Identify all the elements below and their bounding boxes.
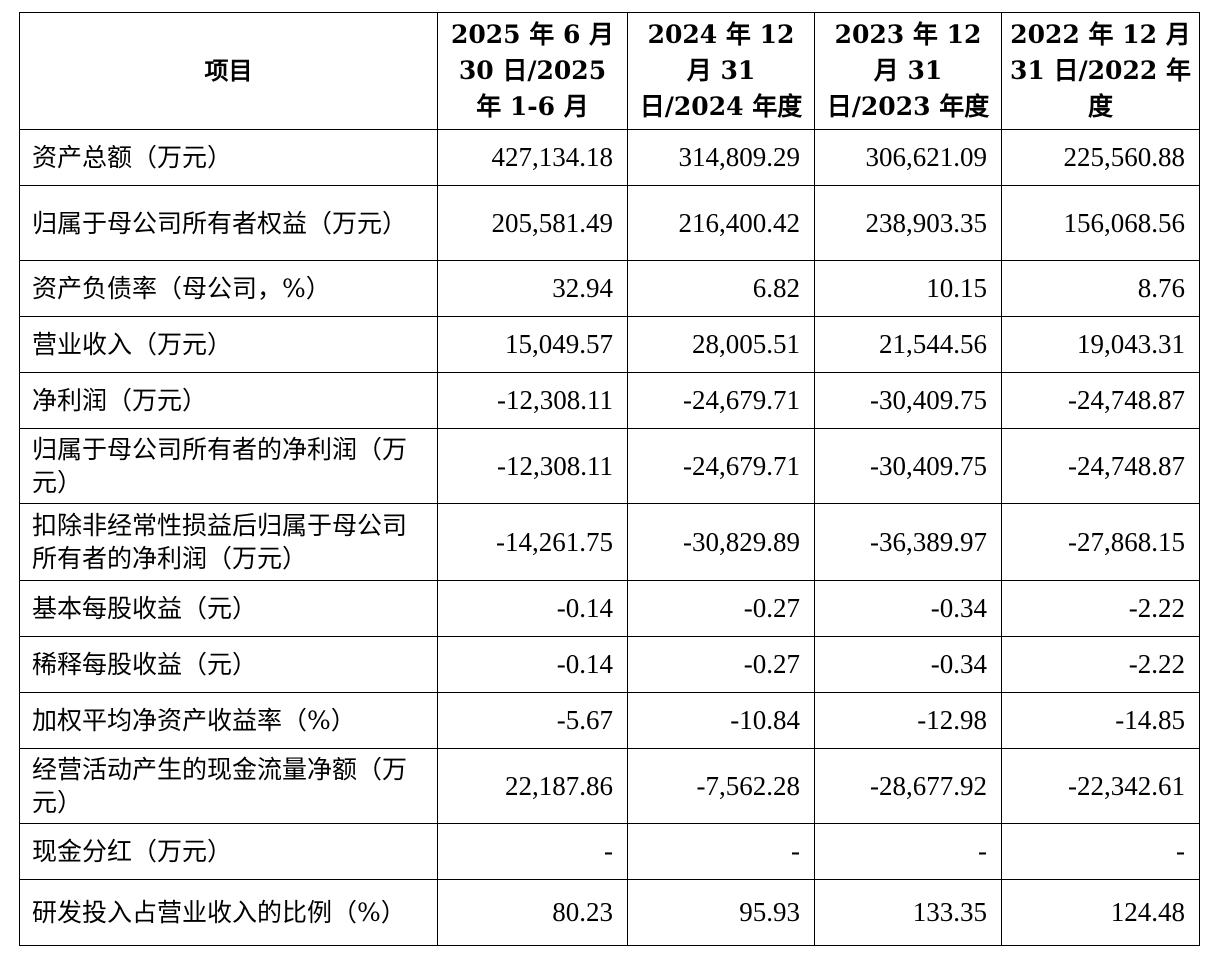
row-label: 现金分红（万元）	[19, 823, 438, 880]
cell-value: -	[1001, 823, 1200, 880]
header-period-2022: 2022 年 12 月 31 日/2022 年度	[1001, 12, 1200, 130]
cell-value: -12.98	[814, 692, 1002, 749]
cell-value: 21,544.56	[814, 316, 1002, 373]
cell-value: 238,903.35	[814, 185, 1002, 261]
cell-value: -7,562.28	[627, 748, 815, 824]
table-row: 现金分红（万元） - - - -	[19, 823, 1200, 880]
cell-value: 80.23	[437, 879, 628, 946]
table-row: 研发投入占营业收入的比例（%） 80.23 95.93 133.35 124.4…	[19, 879, 1200, 946]
cell-value: -0.14	[437, 580, 628, 637]
cell-value: -	[437, 823, 628, 880]
cell-value: -30,409.75	[814, 372, 1002, 429]
table-row: 稀释每股收益（元） -0.14 -0.27 -0.34 -2.22	[19, 636, 1200, 693]
header-item: 项目	[19, 12, 438, 130]
cell-value: 314,809.29	[627, 129, 815, 186]
cell-value: -2.22	[1001, 636, 1200, 693]
cell-value: 19,043.31	[1001, 316, 1200, 373]
cell-value: -24,748.87	[1001, 372, 1200, 429]
cell-value: -30,409.75	[814, 428, 1002, 504]
cell-value: 10.15	[814, 260, 1002, 317]
cell-value: 225,560.88	[1001, 129, 1200, 186]
cell-value: -22,342.61	[1001, 748, 1200, 824]
cell-value: 306,621.09	[814, 129, 1002, 186]
cell-value: -28,677.92	[814, 748, 1002, 824]
row-label: 扣除非经常性损益后归属于母公司所有者的净利润（万元）	[19, 503, 438, 581]
cell-value: 124.48	[1001, 879, 1200, 946]
row-label: 资产负债率（母公司，%）	[19, 260, 438, 317]
row-label: 加权平均净资产收益率（%）	[19, 692, 438, 749]
row-label: 净利润（万元）	[19, 372, 438, 429]
cell-value: -0.27	[627, 580, 815, 637]
table-row: 归属于母公司所有者权益（万元） 205,581.49 216,400.42 23…	[19, 185, 1200, 261]
table-header: 项目 2025 年 6 月 30 日/2025 年 1-6 月 2024 年 1…	[19, 12, 1200, 130]
cell-value: -5.67	[437, 692, 628, 749]
cell-value: -0.27	[627, 636, 815, 693]
cell-value: -27,868.15	[1001, 503, 1200, 581]
cell-value: -24,679.71	[627, 428, 815, 504]
row-label: 资产总额（万元）	[19, 129, 438, 186]
cell-value: -14,261.75	[437, 503, 628, 581]
cell-value: -	[627, 823, 815, 880]
row-label: 营业收入（万元）	[19, 316, 438, 373]
financial-summary-table: 项目 2025 年 6 月 30 日/2025 年 1-6 月 2024 年 1…	[19, 12, 1200, 946]
cell-value: -10.84	[627, 692, 815, 749]
cell-value: 28,005.51	[627, 316, 815, 373]
cell-value: 205,581.49	[437, 185, 628, 261]
header-period-2025h1: 2025 年 6 月 30 日/2025 年 1-6 月	[437, 12, 628, 130]
header-row: 项目 2025 年 6 月 30 日/2025 年 1-6 月 2024 年 1…	[19, 12, 1200, 130]
cell-value: -0.14	[437, 636, 628, 693]
table-row: 经营活动产生的现金流量净额（万元） 22,187.86 -7,562.28 -2…	[19, 748, 1200, 824]
cell-value: 6.82	[627, 260, 815, 317]
cell-value: -24,748.87	[1001, 428, 1200, 504]
cell-value: 156,068.56	[1001, 185, 1200, 261]
cell-value: -	[814, 823, 1002, 880]
row-label: 基本每股收益（元）	[19, 580, 438, 637]
row-label: 经营活动产生的现金流量净额（万元）	[19, 748, 438, 824]
cell-value: -36,389.97	[814, 503, 1002, 581]
cell-value: 95.93	[627, 879, 815, 946]
cell-value: -12,308.11	[437, 372, 628, 429]
row-label: 研发投入占营业收入的比例（%）	[19, 879, 438, 946]
cell-value: -0.34	[814, 636, 1002, 693]
header-period-2024: 2024 年 12 月 31 日/2024 年度	[627, 12, 815, 130]
cell-value: 216,400.42	[627, 185, 815, 261]
cell-value: 8.76	[1001, 260, 1200, 317]
cell-value: 22,187.86	[437, 748, 628, 824]
header-period-2023: 2023 年 12 月 31 日/2023 年度	[814, 12, 1002, 130]
cell-value: 427,134.18	[437, 129, 628, 186]
cell-value: 133.35	[814, 879, 1002, 946]
row-label: 归属于母公司所有者权益（万元）	[19, 185, 438, 261]
cell-value: -30,829.89	[627, 503, 815, 581]
table-row: 加权平均净资产收益率（%） -5.67 -10.84 -12.98 -14.85	[19, 692, 1200, 749]
row-label: 归属于母公司所有者的净利润（万元）	[19, 428, 438, 504]
table-body: 资产总额（万元） 427,134.18 314,809.29 306,621.0…	[19, 129, 1200, 946]
table-row: 资产负债率（母公司，%） 32.94 6.82 10.15 8.76	[19, 260, 1200, 317]
cell-value: 15,049.57	[437, 316, 628, 373]
cell-value: -2.22	[1001, 580, 1200, 637]
cell-value: -24,679.71	[627, 372, 815, 429]
row-label: 稀释每股收益（元）	[19, 636, 438, 693]
cell-value: -12,308.11	[437, 428, 628, 504]
table-row: 营业收入（万元） 15,049.57 28,005.51 21,544.56 1…	[19, 316, 1200, 373]
table-row: 净利润（万元） -12,308.11 -24,679.71 -30,409.75…	[19, 372, 1200, 429]
table-row: 基本每股收益（元） -0.14 -0.27 -0.34 -2.22	[19, 580, 1200, 637]
table-row: 资产总额（万元） 427,134.18 314,809.29 306,621.0…	[19, 129, 1200, 186]
cell-value: -0.34	[814, 580, 1002, 637]
cell-value: 32.94	[437, 260, 628, 317]
table-row: 扣除非经常性损益后归属于母公司所有者的净利润（万元） -14,261.75 -3…	[19, 503, 1200, 581]
cell-value: -14.85	[1001, 692, 1200, 749]
table-row: 归属于母公司所有者的净利润（万元） -12,308.11 -24,679.71 …	[19, 428, 1200, 504]
